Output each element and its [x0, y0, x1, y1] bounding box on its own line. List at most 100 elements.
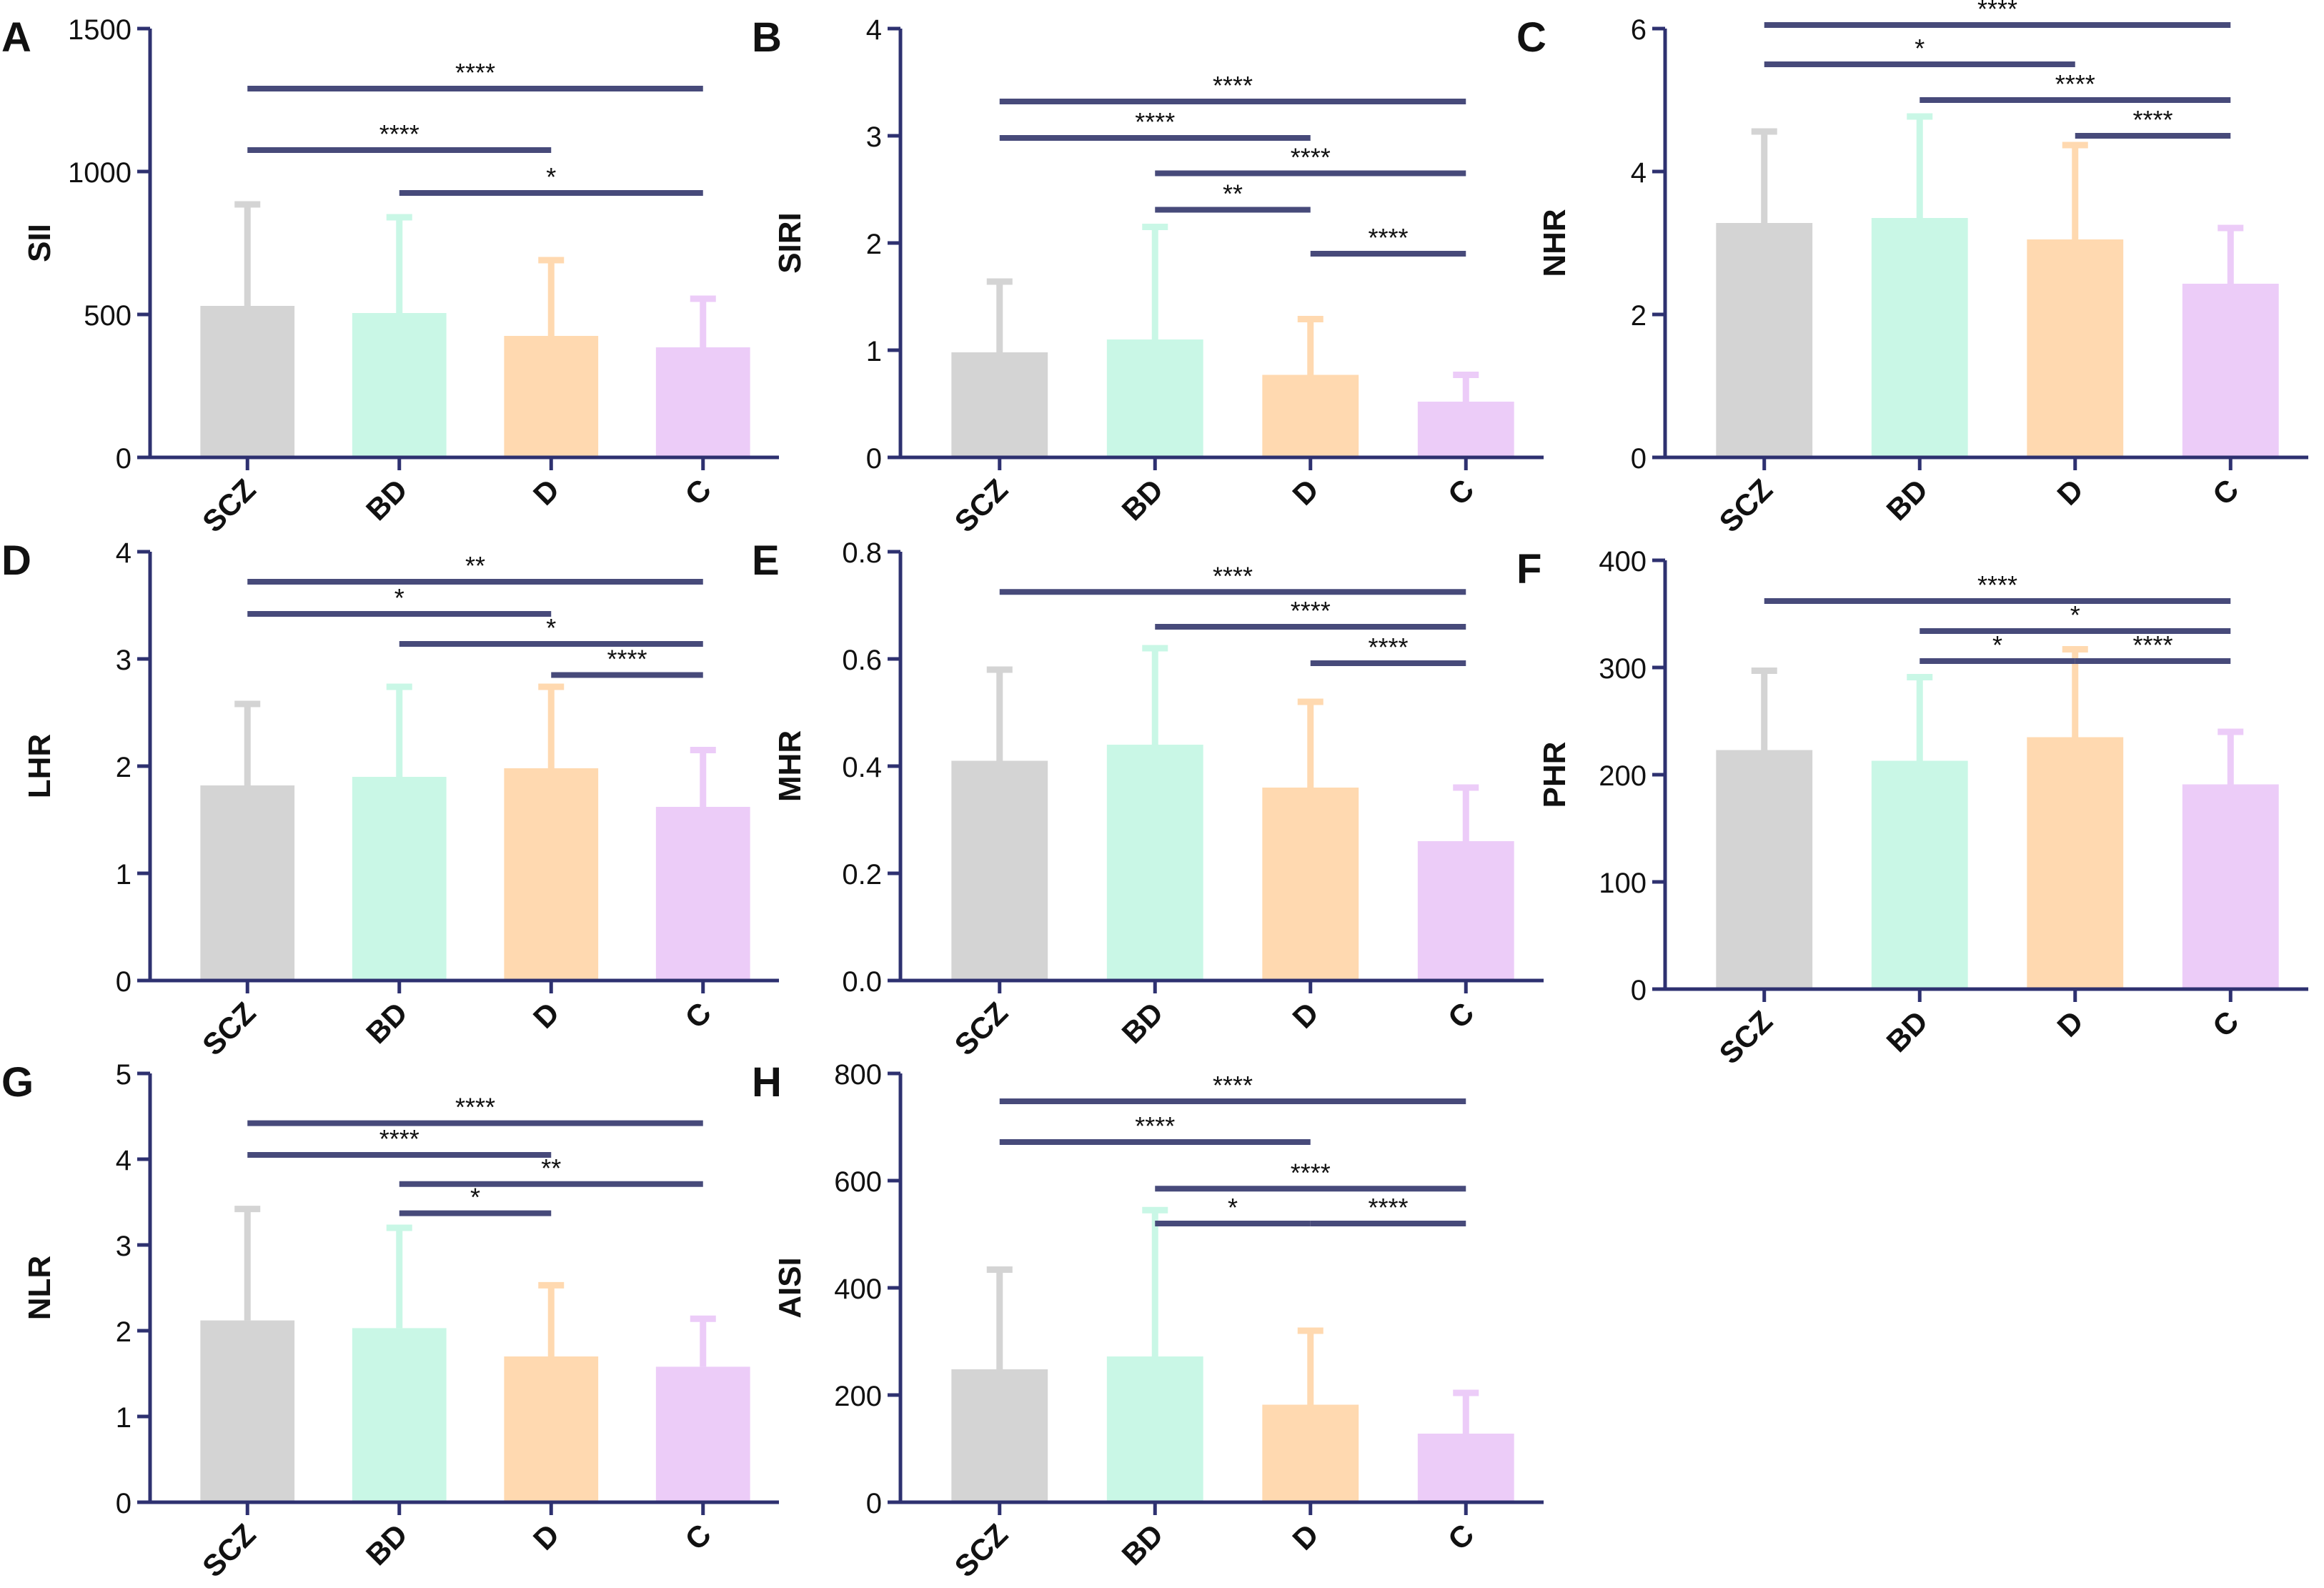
- significance-label-f-1: *: [2070, 600, 2080, 630]
- y-tick-label-g-4: 4: [116, 1145, 131, 1176]
- bar-e-bd: [1106, 745, 1203, 981]
- bar-c-c: [2182, 284, 2279, 457]
- bar-d-d: [504, 768, 599, 981]
- x-tick-label-d-d: D: [527, 996, 566, 1035]
- bar-g-c: [655, 1366, 750, 1502]
- significance-label-g-2: **: [541, 1153, 561, 1183]
- x-tick-label-e-d: D: [1286, 996, 1325, 1035]
- y-tick-label-d-1: 1: [116, 859, 131, 890]
- y-axis-label-e: MHR: [773, 730, 808, 802]
- x-tick-label-f-d: D: [2050, 1004, 2090, 1043]
- bar-f-bd: [1871, 760, 1968, 989]
- bar-c-d: [2027, 239, 2124, 457]
- y-axis-label-b: SIRI: [773, 212, 808, 274]
- bar-f-scz: [1716, 750, 1813, 989]
- bar-b-scz: [951, 352, 1048, 457]
- x-tick-label-h-d: D: [1286, 1517, 1325, 1557]
- significance-label-b-1: ****: [1135, 107, 1175, 137]
- bar-b-d: [1262, 374, 1359, 457]
- x-tick-label-c-d: D: [2050, 472, 2090, 512]
- y-tick-label-g-3: 3: [116, 1231, 131, 1262]
- significance-label-f-2: *: [1992, 630, 2002, 660]
- y-tick-label-b-3: 3: [866, 121, 882, 153]
- x-tick-label-d-c: C: [678, 996, 717, 1035]
- bar-g-d: [504, 1356, 599, 1502]
- y-tick-label-b-1: 1: [866, 336, 882, 367]
- significance-label-d-0: **: [465, 551, 485, 580]
- bar-e-d: [1262, 788, 1359, 981]
- significance-label-c-0: ****: [1977, 0, 2017, 24]
- y-tick-label-h-2: 400: [834, 1274, 882, 1305]
- y-tick-label-f-3: 300: [1599, 653, 1647, 685]
- x-tick-label-a-scz: SCZ: [196, 472, 262, 539]
- bar-b-c: [1417, 402, 1514, 457]
- bar-d-bd: [352, 777, 447, 981]
- y-tick-label-c-3: 6: [1631, 14, 1647, 46]
- bar-a-scz: [200, 306, 295, 457]
- x-tick-label-e-c: C: [1441, 996, 1481, 1035]
- panel-letter-g: G: [1, 1059, 34, 1106]
- y-tick-label-d-0: 0: [116, 966, 131, 998]
- significance-label-a-1: ****: [379, 119, 419, 149]
- panel-letter-f: F: [1516, 546, 1541, 592]
- panel-letter-c: C: [1516, 14, 1546, 61]
- y-tick-label-h-1: 200: [834, 1381, 882, 1412]
- bar-c-bd: [1871, 218, 1968, 457]
- panel-e: E MHR 0.0 0.2 0.4 0.6 0.8 SCZ BD D C **** **** ****: [752, 537, 1544, 1062]
- significance-label-e-2: ****: [1368, 632, 1408, 662]
- significance-label-h-0: ****: [1213, 1071, 1253, 1100]
- significance-label-b-0: ****: [1213, 71, 1253, 100]
- significance-label-b-4: ****: [1368, 223, 1408, 252]
- y-tick-label-a-0: 0: [116, 443, 131, 475]
- significance-label-g-1: ****: [379, 1124, 419, 1153]
- significance-label-a-0: ****: [455, 58, 495, 87]
- y-tick-label-f-1: 100: [1599, 868, 1647, 899]
- x-tick-label-b-scz: SCZ: [948, 472, 1014, 539]
- significance-label-e-1: ****: [1291, 596, 1331, 625]
- y-tick-label-c-0: 0: [1631, 443, 1647, 475]
- significance-label-b-2: ****: [1291, 143, 1331, 172]
- y-tick-label-b-2: 2: [866, 229, 882, 260]
- y-tick-label-e-4: 0.8: [842, 537, 882, 569]
- y-tick-label-h-4: 800: [834, 1059, 882, 1091]
- bar-h-d: [1262, 1404, 1359, 1502]
- y-tick-label-e-3: 0.6: [842, 645, 882, 676]
- y-axis-label-d: LHR: [22, 734, 57, 798]
- y-axis-label-h: AISI: [773, 1257, 808, 1319]
- y-tick-label-g-5: 5: [116, 1059, 131, 1091]
- bar-a-c: [655, 347, 750, 457]
- bar-h-c: [1417, 1434, 1514, 1502]
- y-tick-label-c-1: 2: [1631, 300, 1647, 332]
- x-tick-label-h-bd: BD: [1115, 1517, 1169, 1572]
- x-tick-label-d-scz: SCZ: [196, 996, 262, 1062]
- x-tick-label-a-bd: BD: [359, 472, 414, 527]
- y-axis-label-a: SII: [22, 224, 57, 262]
- bar-h-bd: [1106, 1356, 1203, 1502]
- significance-label-f-0: ****: [1977, 570, 2017, 600]
- y-tick-label-d-3: 3: [116, 645, 131, 676]
- x-tick-label-g-d: D: [527, 1517, 566, 1557]
- bar-e-c: [1417, 841, 1514, 981]
- y-tick-label-e-0: 0.0: [842, 966, 882, 998]
- x-tick-label-h-c: C: [1441, 1517, 1481, 1557]
- bar-e-scz: [951, 760, 1048, 981]
- x-tick-label-g-bd: BD: [359, 1517, 414, 1572]
- significance-label-h-4: ****: [1368, 1193, 1408, 1222]
- y-tick-label-g-1: 1: [116, 1402, 131, 1434]
- y-tick-label-a-1: 500: [84, 300, 131, 332]
- y-tick-label-e-2: 0.4: [842, 752, 882, 783]
- x-tick-label-a-d: D: [527, 472, 566, 512]
- bar-g-scz: [200, 1320, 295, 1502]
- x-tick-label-b-d: D: [1286, 472, 1325, 512]
- x-tick-label-g-c: C: [678, 1517, 717, 1557]
- y-tick-label-b-4: 4: [866, 14, 882, 46]
- x-tick-label-d-bd: BD: [359, 996, 414, 1050]
- y-tick-label-a-2: 1000: [68, 157, 131, 189]
- y-axis-label-f: PHR: [1537, 742, 1572, 808]
- x-tick-label-e-bd: BD: [1115, 996, 1169, 1050]
- significance-label-d-2: *: [546, 613, 556, 642]
